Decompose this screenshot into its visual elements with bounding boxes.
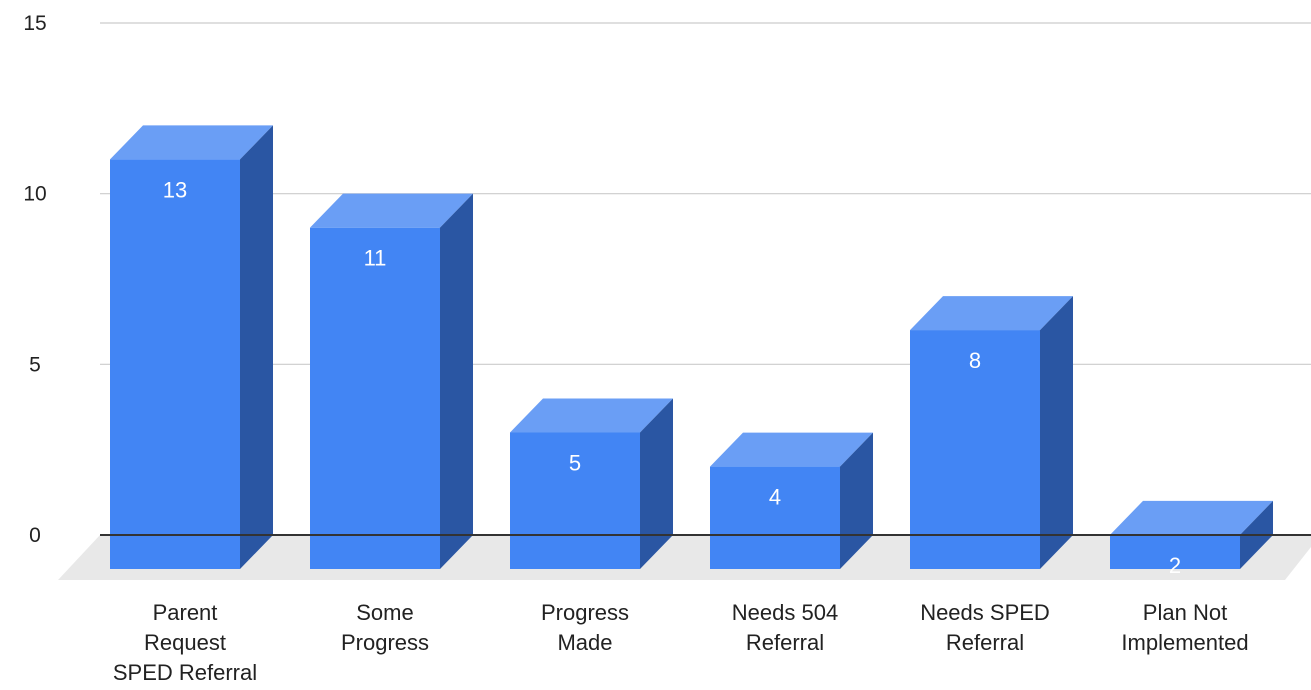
data-label: 13 (163, 177, 187, 202)
x-tick-label: Parent Request SPED Referral (113, 600, 257, 685)
bar-top (110, 125, 273, 160)
bar-side (640, 398, 673, 569)
bar-front (1110, 534, 1240, 569)
data-label: 8 (969, 348, 981, 373)
bar-top (710, 432, 873, 467)
data-label: 5 (569, 450, 581, 475)
x-tick-label: Some Progress (341, 600, 429, 655)
bar: 2 (1110, 500, 1273, 578)
bars: 13 11 5 4 8 2 (110, 125, 1273, 578)
bar-top (510, 398, 673, 433)
data-label: 4 (769, 485, 781, 510)
x-tick-label: Needs 504 Referral (732, 600, 838, 655)
x-axis: Parent Request SPED Referral Some Progress Pr… (113, 600, 1249, 685)
bar-side (240, 125, 273, 570)
bar-side (440, 193, 473, 569)
bar-top (910, 296, 1073, 331)
bar-front (910, 330, 1040, 569)
bar-side (1040, 296, 1073, 569)
x-tick-label: Needs SPED Referral (920, 600, 1050, 655)
y-tick-label: 10 (23, 183, 46, 206)
bar: 4 (710, 432, 873, 569)
bar: 8 (910, 296, 1073, 569)
bar-top (310, 193, 473, 228)
gridlines (100, 22, 1311, 365)
bar: 5 (510, 398, 673, 569)
bar-front (510, 432, 640, 569)
y-tick-label: 0 (29, 524, 41, 547)
bar: 13 (110, 125, 273, 570)
x-tick-label: Plan Not Implemented (1121, 600, 1248, 655)
bar-top (1110, 500, 1273, 535)
x-tick-label: Progress Made (541, 600, 629, 655)
bar-front (710, 466, 840, 569)
bar-front (110, 159, 240, 569)
bar: 11 (310, 193, 473, 569)
data-label: 2 (1169, 553, 1181, 578)
y-tick-label: 5 (29, 353, 41, 376)
data-label: 11 (364, 246, 387, 271)
y-tick-label: 15 (23, 12, 46, 35)
bar-front (310, 227, 440, 569)
y-axis: 0 5 10 15 (23, 12, 46, 547)
